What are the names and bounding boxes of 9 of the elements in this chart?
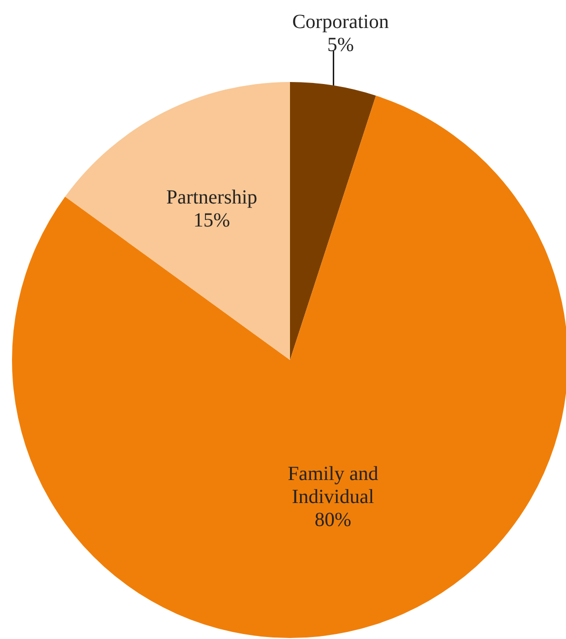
pie-slice [290,82,376,360]
slice-label: Family and Individual [288,463,378,508]
pie-slice [12,96,566,638]
data-label: 15% [193,209,230,232]
data-label: 5% [327,34,354,56]
slice-label: Corporation [292,10,389,33]
slice-label: Partnership [166,186,258,208]
pie-slice [65,82,290,360]
data-label: 80% [314,509,352,532]
